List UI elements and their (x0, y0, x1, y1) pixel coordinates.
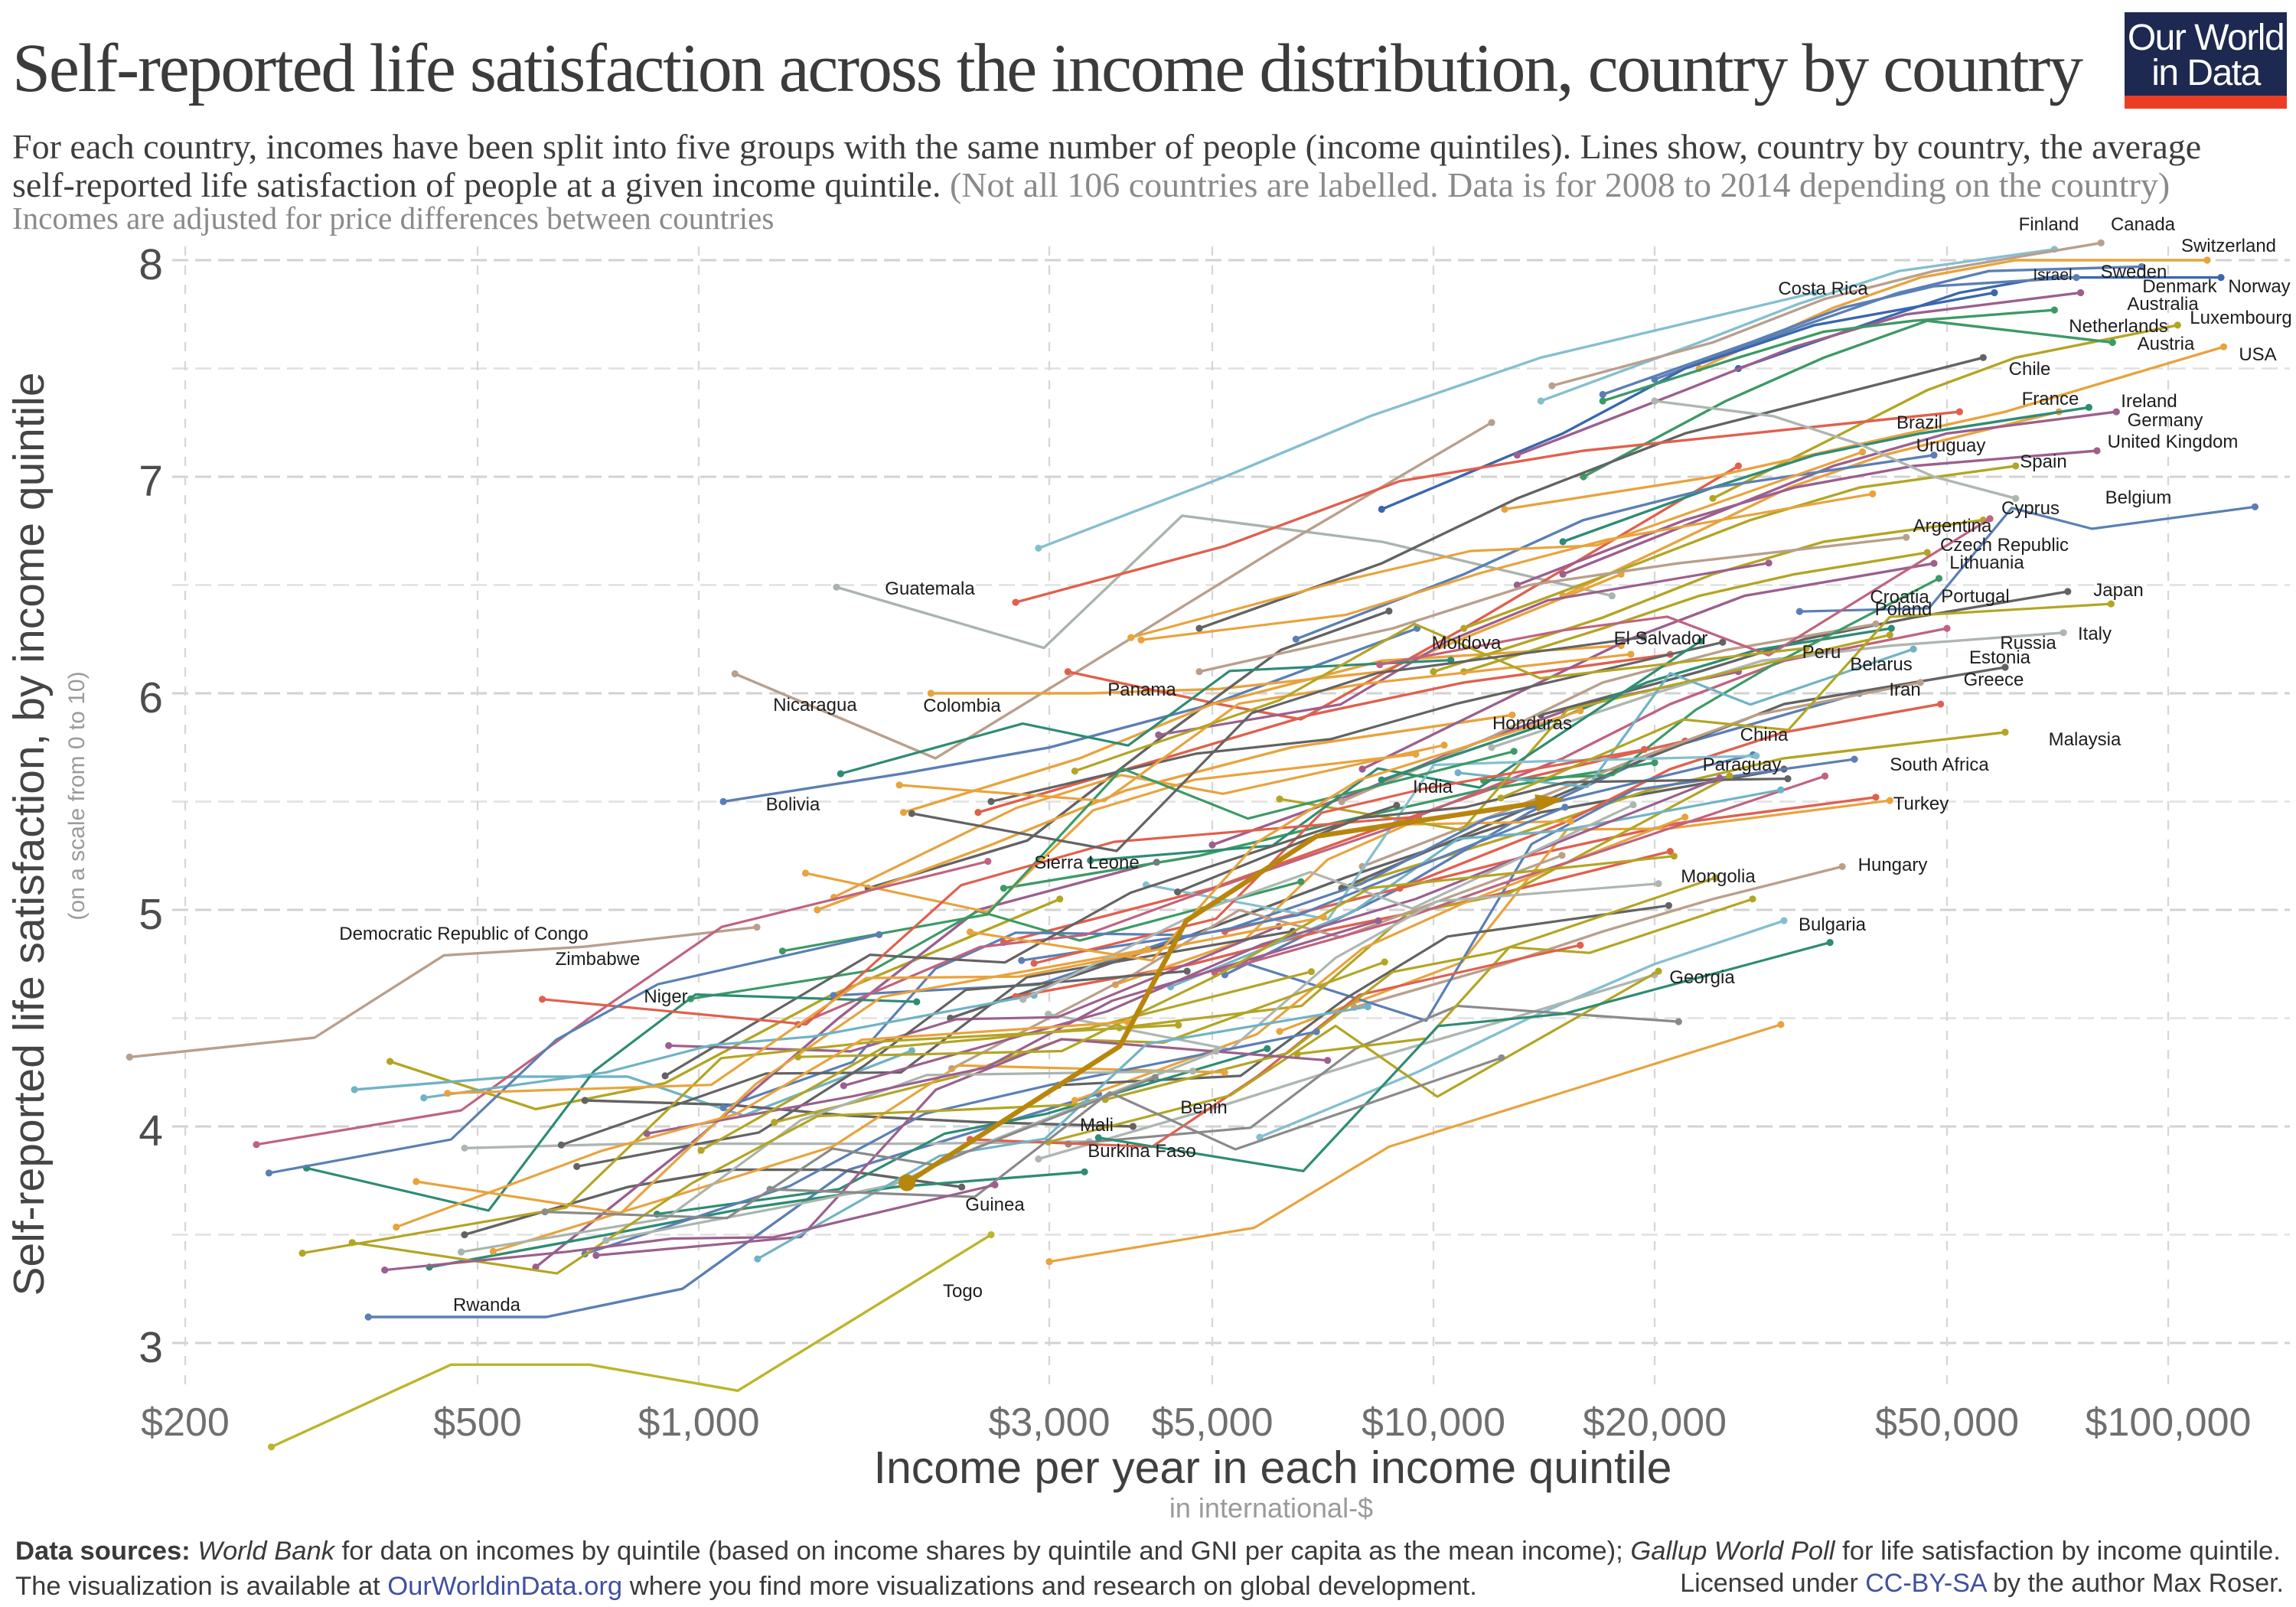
svg-text:Benin: Benin (1180, 1097, 1227, 1118)
svg-text:$3,000: $3,000 (988, 1400, 1110, 1445)
svg-text:Belarus: Belarus (1850, 654, 1912, 675)
svg-text:Niger: Niger (644, 986, 687, 1007)
svg-text:(on a scale from 0 to 10): (on a scale from 0 to 10) (64, 671, 90, 920)
svg-text:in international-$: in international-$ (1169, 1492, 1373, 1524)
svg-text:Panama: Panama (1107, 680, 1176, 700)
svg-text:Finland: Finland (2019, 214, 2079, 235)
svg-text:Mongolia: Mongolia (1681, 866, 1756, 887)
svg-text:China: China (1740, 725, 1789, 745)
svg-text:France: France (2022, 389, 2079, 409)
svg-text:Burkina Faso: Burkina Faso (1088, 1141, 1195, 1162)
svg-text:Guinea: Guinea (965, 1195, 1025, 1215)
svg-text:Malaysia: Malaysia (2049, 729, 2122, 750)
svg-text:Georgia: Georgia (1669, 967, 1735, 988)
svg-text:Rwanda: Rwanda (453, 1295, 521, 1315)
svg-text:Portugal: Portugal (1941, 586, 2009, 607)
svg-text:Czech Republic: Czech Republic (1940, 535, 2069, 556)
svg-text:USA: USA (2239, 344, 2276, 365)
svg-text:India: India (1413, 777, 1453, 797)
svg-text:Spain: Spain (2020, 451, 2066, 472)
svg-text:Guatemala: Guatemala (885, 579, 975, 599)
svg-text:Brazil: Brazil (1896, 412, 1942, 433)
svg-text:Austria: Austria (2138, 334, 2195, 354)
svg-text:Belgium: Belgium (2105, 487, 2172, 508)
svg-text:Croatia: Croatia (1870, 587, 1929, 608)
svg-text:$100,000: $100,000 (2086, 1400, 2252, 1445)
svg-text:Paraguay: Paraguay (1703, 755, 1782, 775)
svg-text:Sierra Leone: Sierra Leone (1034, 852, 1139, 873)
svg-text:Income per year in each income: Income per year in each income quintile (874, 1442, 1672, 1493)
svg-text:Turkey: Turkey (1893, 794, 1949, 814)
svg-text:Sweden: Sweden (2101, 262, 2167, 282)
svg-text:$5,000: $5,000 (1151, 1400, 1273, 1445)
svg-text:Denmark: Denmark (2142, 276, 2217, 297)
svg-text:Germany: Germany (2128, 410, 2203, 431)
svg-text:6: 6 (139, 673, 163, 722)
svg-text:Bulgaria: Bulgaria (1799, 914, 1867, 935)
svg-text:$200: $200 (141, 1400, 230, 1445)
svg-text:Netherlands: Netherlands (2069, 316, 2167, 337)
svg-text:Mali: Mali (1080, 1115, 1114, 1136)
svg-text:Japan: Japan (2093, 580, 2143, 601)
svg-text:$500: $500 (433, 1400, 522, 1445)
svg-text:Peru: Peru (1802, 642, 1841, 663)
svg-text:5: 5 (139, 890, 163, 939)
svg-text:Lithuania: Lithuania (1949, 553, 2024, 573)
svg-text:Switzerland: Switzerland (2181, 236, 2276, 256)
svg-text:8: 8 (139, 240, 163, 289)
svg-text:Poland: Poland (1875, 599, 1932, 620)
svg-text:El Salvador: El Salvador (1614, 628, 1708, 649)
svg-text:Iran: Iran (1889, 680, 1920, 700)
svg-text:4: 4 (139, 1107, 163, 1156)
svg-text:Chile: Chile (2009, 359, 2051, 380)
svg-text:Self-reported life satisfactio: Self-reported life satisfaction, by inco… (5, 372, 54, 1296)
svg-text:Russia: Russia (2000, 633, 2056, 654)
svg-text:Luxembourg: Luxembourg (2190, 308, 2291, 328)
svg-text:Canada: Canada (2111, 214, 2176, 235)
svg-text:Togo: Togo (943, 1281, 983, 1302)
svg-text:Uruguay: Uruguay (1916, 435, 1986, 456)
svg-text:Norway: Norway (2228, 276, 2290, 297)
svg-text:Costa Rica: Costa Rica (1778, 279, 1868, 299)
svg-text:Hungary: Hungary (1858, 855, 1928, 875)
svg-text:Israel: Israel (2033, 266, 2072, 284)
svg-text:$50,000: $50,000 (1875, 1400, 2019, 1445)
svg-text:Greece: Greece (1964, 670, 2024, 690)
svg-text:Nicaragua: Nicaragua (773, 695, 857, 715)
svg-text:$20,000: $20,000 (1583, 1400, 1727, 1445)
svg-text:United Kingdom: United Kingdom (2108, 432, 2239, 452)
svg-text:Australia: Australia (2127, 294, 2199, 315)
svg-text:Cyprus: Cyprus (2001, 498, 2060, 519)
svg-text:South Africa: South Africa (1890, 755, 1989, 775)
svg-text:Democratic Republic of Congo: Democratic Republic of Congo (339, 924, 589, 944)
svg-text:7: 7 (139, 457, 163, 506)
svg-text:Ireland: Ireland (2121, 391, 2177, 412)
svg-text:Argentina: Argentina (1913, 516, 1992, 536)
svg-text:Italy: Italy (2078, 624, 2112, 644)
svg-text:Bolivia: Bolivia (766, 794, 820, 815)
svg-text:Honduras: Honduras (1492, 713, 1572, 734)
svg-text:Estonia: Estonia (1969, 647, 2031, 668)
svg-text:Zimbabwe: Zimbabwe (556, 949, 641, 970)
svg-text:$1,000: $1,000 (638, 1400, 759, 1445)
svg-text:3: 3 (139, 1323, 163, 1372)
svg-text:Colombia: Colombia (923, 696, 1001, 716)
svg-text:$10,000: $10,000 (1362, 1400, 1505, 1445)
svg-text:Moldova: Moldova (1432, 633, 1502, 654)
